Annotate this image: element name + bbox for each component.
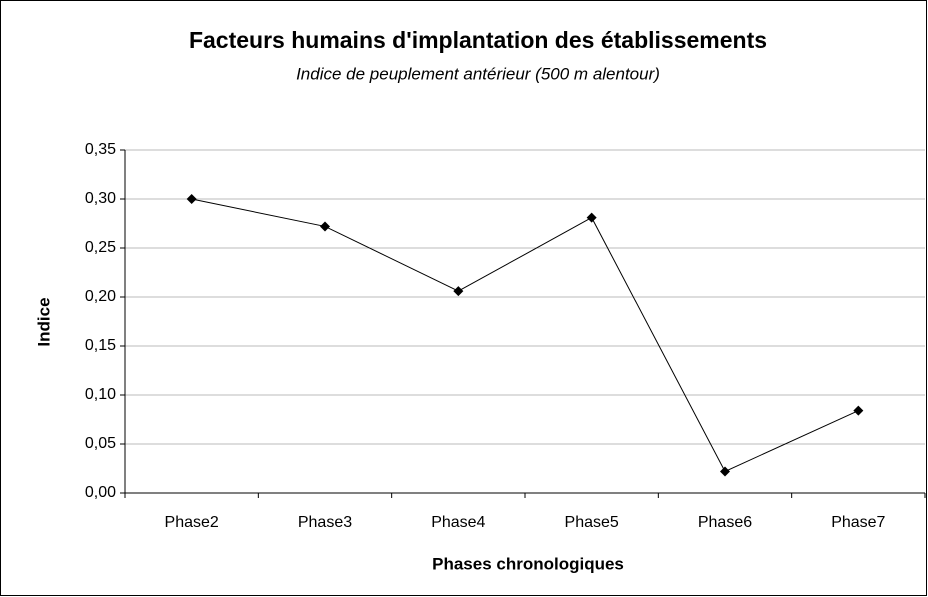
marker bbox=[720, 466, 730, 477]
y-tick-label: 0,35 bbox=[85, 141, 116, 158]
marker bbox=[853, 405, 864, 416]
y-tick-label: 0,15 bbox=[85, 337, 116, 354]
x-tick-label: Phase2 bbox=[165, 514, 219, 531]
y-axis-label: Indice bbox=[34, 297, 53, 346]
x-tick-label: Phase7 bbox=[831, 514, 885, 531]
y-tick-label: 0,05 bbox=[85, 435, 116, 452]
marker bbox=[186, 194, 197, 204]
x-tick-label: Phase3 bbox=[298, 514, 352, 531]
marker bbox=[586, 212, 597, 223]
x-axis-label: Phases chronologiques bbox=[432, 554, 624, 573]
chart-subtitle: Indice de peuplement antérieur (500 m al… bbox=[296, 64, 660, 83]
y-tick-label: 0,20 bbox=[85, 288, 116, 305]
x-tick-label: Phase6 bbox=[698, 514, 752, 531]
y-tick-label: 0,25 bbox=[85, 239, 116, 256]
y-tick-label: 0,10 bbox=[85, 386, 116, 403]
chart-title: Facteurs humains d'implantation des étab… bbox=[189, 27, 767, 53]
y-tick-label: 0,30 bbox=[85, 190, 116, 207]
x-tick-label: Phase4 bbox=[431, 514, 485, 531]
y-tick-label: 0,00 bbox=[85, 484, 116, 501]
marker bbox=[320, 221, 330, 232]
marker bbox=[453, 286, 464, 297]
x-tick-label: Phase5 bbox=[565, 514, 619, 531]
line bbox=[191, 198, 859, 473]
